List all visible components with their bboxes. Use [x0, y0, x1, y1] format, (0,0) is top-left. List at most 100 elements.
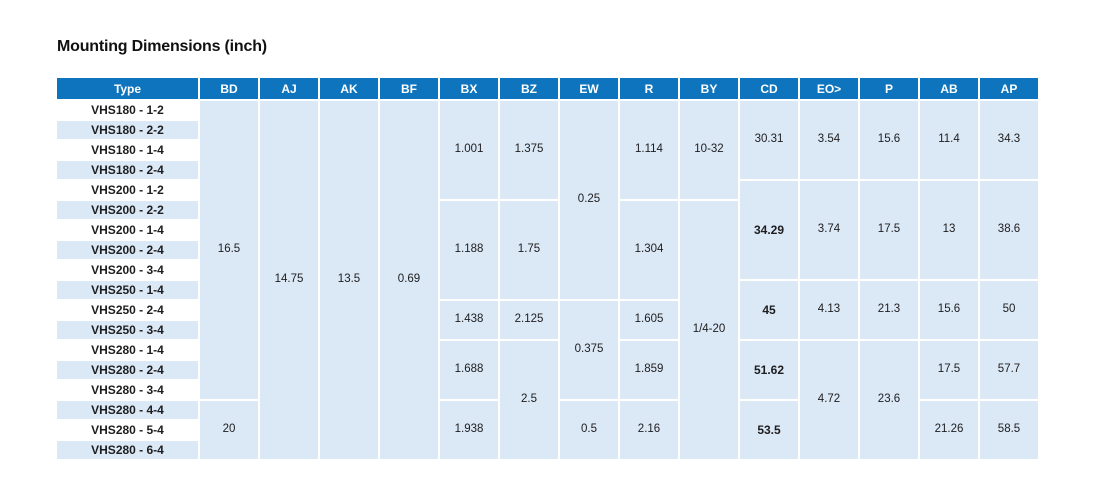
- row-type-label: VHS280 - 3-4: [57, 381, 198, 399]
- page-title: Mounting Dimensions (inch): [57, 38, 267, 55]
- row-type-label: VHS280 - 2-4: [57, 361, 198, 379]
- row-type-label: VHS200 - 1-2: [57, 181, 198, 199]
- column-header-bz: BZ: [500, 78, 558, 99]
- row-type-label: VHS180 - 1-4: [57, 141, 198, 159]
- table-row: VHS200 - 1-4: [57, 221, 1038, 239]
- column-header-cd: CD: [740, 78, 798, 99]
- row-type-label: VHS200 - 1-4: [57, 221, 198, 239]
- table-cell: 0.69: [380, 101, 438, 459]
- table-row: VHS180 - 2-4: [57, 161, 1038, 179]
- table-cell: 1.75: [500, 201, 558, 299]
- column-header-ab: AB: [920, 78, 978, 99]
- table-cell: 0.25: [560, 101, 618, 299]
- table-row: VHS280 - 3-4: [57, 381, 1038, 399]
- table-row: VHS180 - 1-4: [57, 141, 1038, 159]
- column-header-by: BY: [680, 78, 738, 99]
- table-cell: 58.5: [980, 401, 1038, 459]
- row-type-label: VHS180 - 2-4: [57, 161, 198, 179]
- table-cell: 34.29: [740, 181, 798, 279]
- table-cell: 1.114: [620, 101, 678, 199]
- mounting-dimensions-table: Type BD AJ AK BF BX BZ EW R BY CD EO> P AB AP VHS180 -…: [55, 76, 1040, 461]
- column-header-type: Type: [57, 78, 198, 99]
- table-cell: 30.31: [740, 101, 798, 179]
- column-header-ap: AP: [980, 78, 1038, 99]
- table-cell: 14.75: [260, 101, 318, 459]
- table-cell: 17.5: [860, 181, 918, 279]
- table-row: VHS180 - 2-2: [57, 121, 1038, 139]
- table-cell: 57.7: [980, 341, 1038, 399]
- table-cell: 11.4: [920, 101, 978, 179]
- table-row: VHS200 - 1-2 34.29 3.74 17.5 13 38.6: [57, 181, 1038, 279]
- column-header-bx: BX: [440, 78, 498, 99]
- table-cell: 1.438: [440, 301, 498, 339]
- row-type-label: VHS180 - 1-2: [57, 101, 198, 119]
- column-header-aj: AJ: [260, 78, 318, 99]
- table-cell: 53.5: [740, 401, 798, 459]
- table-row: VHS250 - 1-4 45 4.13 21.3 15.6 50: [57, 281, 1038, 339]
- table-cell: 13.5: [320, 101, 378, 459]
- table-cell: 21.26: [920, 401, 978, 459]
- table-cell: 2.16: [620, 401, 678, 459]
- table-cell: 45: [740, 281, 798, 339]
- table-cell: 4.13: [800, 281, 858, 339]
- table-body: VHS180 - 1-2 16.5 14.75 13.5 0.69 1.001 1.375 0…: [57, 101, 1038, 459]
- table-cell: 2.5: [500, 341, 558, 459]
- table-cell: 3.54: [800, 101, 858, 179]
- table-cell: 13: [920, 181, 978, 279]
- table-cell: 1/4-20: [680, 201, 738, 459]
- table-row: VHS200 - 2-4: [57, 241, 1038, 259]
- row-type-label: VHS280 - 5-4: [57, 421, 198, 439]
- table-row: VHS280 - 5-4: [57, 421, 1038, 439]
- table-row: VHS280 - 6-4: [57, 441, 1038, 459]
- row-type-label: VHS280 - 6-4: [57, 441, 198, 459]
- column-header-bd: BD: [200, 78, 258, 99]
- table-row: VHS280 - 4-4 20 1.938 0.5 2.16 53.5 21.26 58.5: [57, 401, 1038, 459]
- table-cell: 1.688: [440, 341, 498, 399]
- table-cell: 1.938: [440, 401, 498, 459]
- table-header: Type BD AJ AK BF BX BZ EW R BY CD EO> P AB AP: [57, 78, 1038, 99]
- table-cell: 34.3: [980, 101, 1038, 179]
- table-cell: 51.62: [740, 341, 798, 399]
- row-type-label: VHS200 - 3-4: [57, 261, 198, 279]
- table-cell: 38.6: [980, 181, 1038, 279]
- table-cell: 1.375: [500, 101, 558, 199]
- table-cell: 15.6: [860, 101, 918, 179]
- table-cell: 23.6: [860, 341, 918, 459]
- table-cell: 1.001: [440, 101, 498, 199]
- table-row: VHS280 - 1-4 1.688 2.5 1.859 51.62 4.72 23.6 17…: [57, 341, 1038, 459]
- table-cell: 21.3: [860, 281, 918, 339]
- column-header-p: P: [860, 78, 918, 99]
- column-header-ew: EW: [560, 78, 618, 99]
- table-row: VHS250 - 3-4: [57, 321, 1038, 339]
- table-cell: 1.304: [620, 201, 678, 299]
- table-row: VHS200 - 3-4: [57, 261, 1038, 279]
- row-type-label: VHS200 - 2-4: [57, 241, 198, 259]
- table-cell: 10-32: [680, 101, 738, 199]
- table-row: VHS200 - 2-2 1.188 1.75 1.304 1/4-20: [57, 201, 1038, 459]
- table-cell: 3.74: [800, 181, 858, 279]
- column-header-bf: BF: [380, 78, 438, 99]
- header-row: Type BD AJ AK BF BX BZ EW R BY CD EO> P AB AP: [57, 78, 1038, 99]
- table-cell: 1.188: [440, 201, 498, 299]
- table-cell: 50: [980, 281, 1038, 339]
- table-cell: 0.375: [560, 301, 618, 399]
- table-cell: 1.859: [620, 341, 678, 399]
- table-cell: 2.125: [500, 301, 558, 339]
- table-row: VHS180 - 1-2 16.5 14.75 13.5 0.69 1.001 1.375 0…: [57, 101, 1038, 459]
- row-type-label: VHS200 - 2-2: [57, 201, 198, 219]
- row-type-label: VHS280 - 1-4: [57, 341, 198, 359]
- table-cell: 16.5: [200, 101, 258, 399]
- row-type-label: VHS250 - 1-4: [57, 281, 198, 299]
- table-cell: 0.5: [560, 401, 618, 459]
- table-row: VHS280 - 2-4: [57, 361, 1038, 379]
- row-type-label: VHS180 - 2-2: [57, 121, 198, 139]
- column-header-eo: EO>: [800, 78, 858, 99]
- column-header-r: R: [620, 78, 678, 99]
- table-cell: 17.5: [920, 341, 978, 399]
- table-cell: 20: [200, 401, 258, 459]
- table-row: VHS250 - 2-4 1.438 2.125 0.375 1.605: [57, 301, 1038, 399]
- table-cell: 4.72: [800, 341, 858, 459]
- table-cell: 1.605: [620, 301, 678, 339]
- table-cell: 15.6: [920, 281, 978, 339]
